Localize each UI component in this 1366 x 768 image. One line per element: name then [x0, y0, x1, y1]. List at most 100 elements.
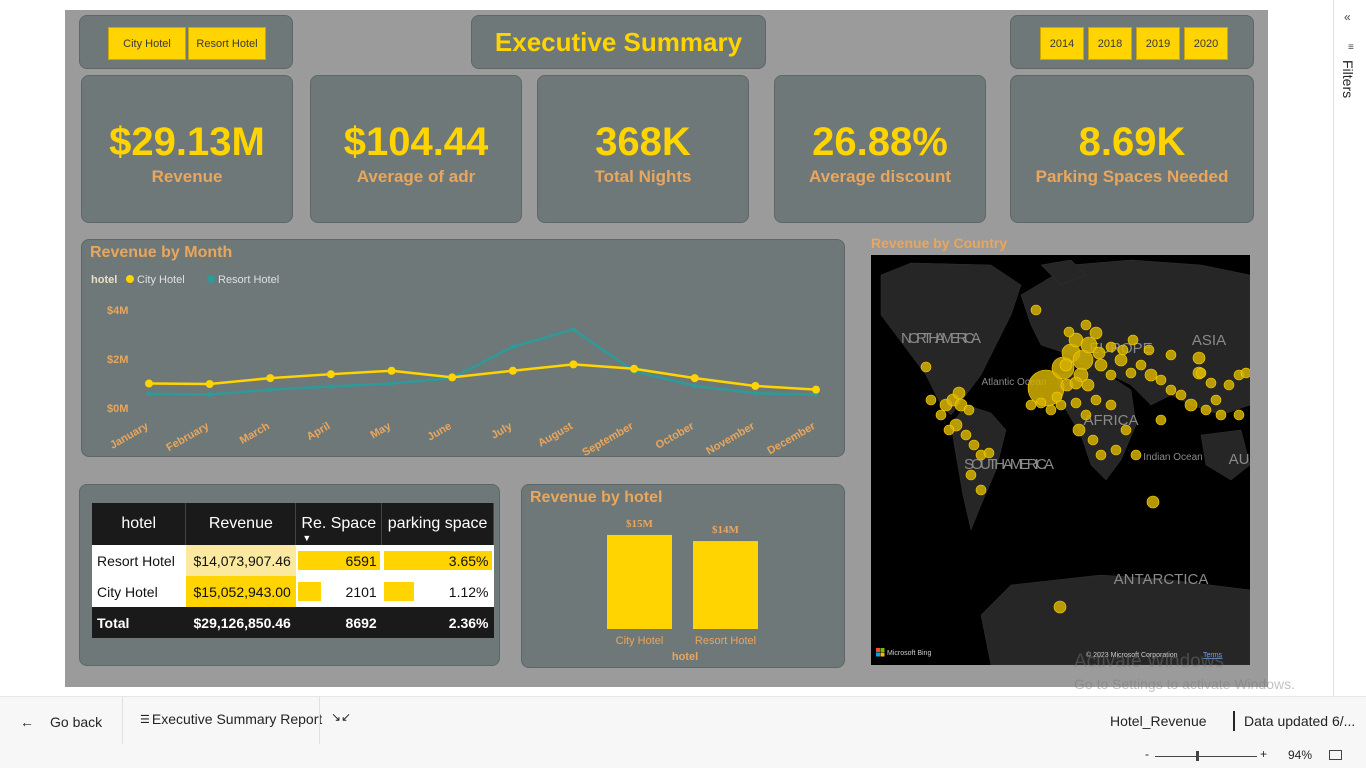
slicer-year-2019[interactable]: 2019	[1136, 27, 1180, 60]
bar[interactable]	[607, 534, 672, 629]
data-point[interactable]	[207, 392, 213, 398]
country-bubble[interactable]	[1143, 344, 1155, 356]
country-bubble[interactable]	[943, 424, 955, 436]
legend-marker[interactable]	[207, 275, 215, 283]
filters-label[interactable]: Filters	[1340, 60, 1356, 99]
revenue-by-hotel-chart[interactable]: $15M City Hotel $14M Resort Hotel hotel	[522, 509, 846, 669]
country-bubble[interactable]	[1223, 379, 1235, 391]
kpi-card-parking[interactable]: 8.69K Parking Spaces Needed	[1010, 75, 1254, 223]
data-point[interactable]	[752, 390, 758, 396]
country-bubble[interactable]	[1195, 367, 1207, 379]
country-bubble[interactable]	[963, 404, 975, 416]
slicer-year-2020[interactable]: 2020	[1184, 27, 1228, 60]
kpi-card-discount[interactable]: 26.88% Average discount	[774, 75, 986, 223]
map-visual[interactable]: Revenue by Country NORTH AMERICAEUROPEAS…	[871, 235, 1251, 665]
kpi-card-nights[interactable]: 368K Total Nights	[537, 75, 749, 223]
country-bubble[interactable]	[1092, 346, 1106, 360]
data-point[interactable]	[387, 366, 396, 375]
country-bubble[interactable]	[1094, 358, 1108, 372]
data-point[interactable]	[510, 344, 516, 350]
slicer-year-2018[interactable]: 2018	[1088, 27, 1132, 60]
data-point[interactable]	[267, 387, 273, 393]
country-bubble[interactable]	[1215, 409, 1227, 421]
country-bubble[interactable]	[1045, 404, 1057, 416]
data-point[interactable]	[569, 360, 578, 369]
country-bubble[interactable]	[1072, 423, 1086, 437]
country-bubble[interactable]	[1135, 359, 1147, 371]
data-point[interactable]	[751, 381, 760, 390]
series-line-city-hotel[interactable]	[148, 363, 817, 391]
hotel-table[interactable]: hotel Revenue Re. Space ▼ parking space …	[92, 503, 494, 638]
kpi-card-revenue[interactable]: $29.13M Revenue	[81, 75, 293, 223]
data-point[interactable]	[266, 374, 275, 383]
country-bubble[interactable]	[1233, 409, 1245, 421]
country-bubble[interactable]	[1192, 351, 1206, 365]
country-bubble[interactable]	[1095, 449, 1107, 461]
country-bubble[interactable]	[1155, 374, 1167, 386]
country-bubble[interactable]	[1200, 404, 1212, 416]
country-bubble[interactable]	[965, 469, 977, 481]
bar[interactable]	[693, 541, 758, 629]
revenue-by-country-map[interactable]: NORTH AMERICAEUROPEASIASOUTH AMERICAAFRI…	[871, 255, 1250, 665]
table-row[interactable]: City Hotel $15,052,943.00 2101 1.12%	[92, 576, 494, 607]
country-bubble[interactable]	[1105, 399, 1117, 411]
country-bubble[interactable]	[1117, 344, 1129, 356]
country-bubble[interactable]	[1155, 414, 1167, 426]
country-bubble[interactable]	[1070, 397, 1082, 409]
data-point[interactable]	[326, 370, 335, 379]
zoom-in-icon[interactable]: +	[1260, 747, 1268, 761]
country-bubble[interactable]	[1089, 326, 1103, 340]
data-point[interactable]	[205, 379, 214, 388]
country-bubble[interactable]	[1165, 349, 1177, 361]
data-point[interactable]	[570, 327, 576, 333]
country-bubble[interactable]	[935, 409, 947, 421]
country-bubble[interactable]	[1069, 376, 1083, 390]
country-bubble[interactable]	[1240, 367, 1250, 379]
zoom-out-icon[interactable]: -	[1145, 747, 1149, 761]
country-bubble[interactable]	[1051, 391, 1063, 403]
col-header-space[interactable]: Re. Space ▼	[295, 503, 383, 545]
country-bubble[interactable]	[1063, 326, 1075, 338]
zoom-slider[interactable]	[1155, 751, 1257, 761]
sort-desc-icon[interactable]: ▼	[302, 533, 312, 543]
country-bubble[interactable]	[1127, 334, 1139, 346]
collapse-filters-icon[interactable]: «	[1344, 10, 1351, 24]
country-bubble[interactable]	[1146, 495, 1160, 509]
country-bubble[interactable]	[1105, 369, 1117, 381]
col-header-parking[interactable]: parking space	[381, 503, 494, 545]
country-bubble[interactable]	[1105, 341, 1117, 353]
country-bubble[interactable]	[1035, 397, 1047, 409]
data-point[interactable]	[389, 381, 395, 386]
country-bubble[interactable]	[1125, 367, 1137, 379]
country-bubble[interactable]	[1205, 377, 1217, 389]
country-bubble[interactable]	[1090, 394, 1102, 406]
country-bubble[interactable]	[960, 429, 972, 441]
country-bubble[interactable]	[1081, 378, 1095, 392]
country-bubble[interactable]	[1080, 336, 1098, 354]
country-bubble[interactable]	[1184, 398, 1198, 412]
data-point[interactable]	[448, 373, 457, 382]
slicer-city-hotel[interactable]: City Hotel	[108, 27, 186, 60]
country-bubble[interactable]	[1110, 444, 1122, 456]
data-point[interactable]	[145, 379, 153, 388]
line-chart-card[interactable]: Revenue by Month hotel City Hotel Resort H…	[81, 239, 845, 458]
country-bubble[interactable]	[975, 484, 987, 496]
data-point[interactable]	[692, 383, 698, 389]
bar-chart-card[interactable]: Revenue by hotel $15M City Hotel $14M Resor…	[521, 484, 845, 668]
country-bubble[interactable]	[1030, 304, 1042, 316]
legend-item[interactable]: Resort Hotel	[218, 274, 279, 286]
page-navigator[interactable]: ☰ Executive Summary Report	[140, 711, 322, 727]
country-bubble[interactable]	[1080, 319, 1092, 331]
country-bubble[interactable]	[1087, 434, 1099, 446]
country-bubble[interactable]	[1130, 449, 1142, 461]
data-point[interactable]	[812, 385, 820, 394]
country-bubble[interactable]	[968, 439, 980, 451]
series-line-resort-hotel[interactable]	[148, 328, 817, 396]
slicer-resort-hotel[interactable]: Resort Hotel	[188, 27, 266, 60]
collapse-icon[interactable]: ↘↙	[331, 710, 352, 724]
data-point[interactable]	[146, 391, 152, 397]
data-point[interactable]	[690, 374, 699, 383]
kpi-card-adr[interactable]: $104.44 Average of adr	[310, 75, 522, 223]
country-bubble[interactable]	[1080, 409, 1092, 421]
data-point[interactable]	[630, 364, 639, 373]
